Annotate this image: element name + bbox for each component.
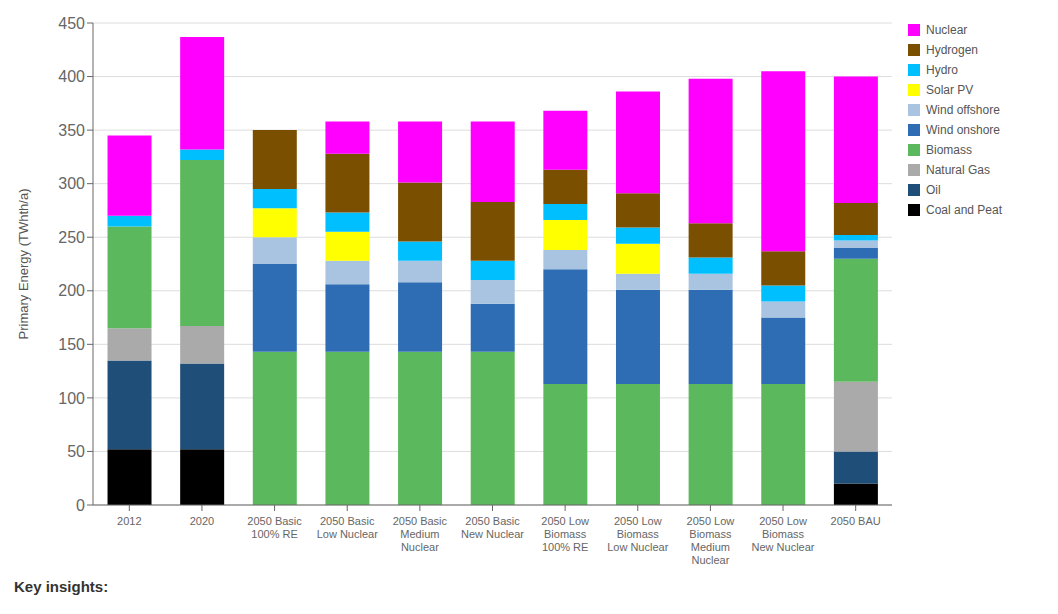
html-text:Biomass: Biomass xyxy=(926,143,972,157)
html-text:Natural Gas: Natural Gas xyxy=(926,163,990,177)
svg-text:2012: 2012 xyxy=(117,515,141,527)
svg-text:2050 BasicNew Nuclear: 2050 BasicNew Nuclear xyxy=(461,515,524,540)
html-text:Solar PV: Solar PV xyxy=(926,83,974,97)
svg-text:200: 200 xyxy=(58,282,85,299)
svg-text:0: 0 xyxy=(76,497,85,514)
svg-text:450: 450 xyxy=(58,15,85,32)
svg-text:2020: 2020 xyxy=(190,515,214,527)
html-text:Nuclear: Nuclear xyxy=(926,23,968,37)
svg-text:150: 150 xyxy=(58,336,85,353)
svg-text:2050 LowBiomassMediumNuclear: 2050 LowBiomassMediumNuclear xyxy=(687,515,735,567)
html-text:Hydro: Hydro xyxy=(926,63,958,77)
svg-text:400: 400 xyxy=(58,68,85,85)
svg-text:100: 100 xyxy=(58,390,85,407)
html-text:Oil: Oil xyxy=(926,183,941,197)
svg-text:2050 LowBiomassNew Nuclear: 2050 LowBiomassNew Nuclear xyxy=(752,515,815,553)
svg-text:50: 50 xyxy=(67,443,85,460)
html-text:Key insights:: Key insights: xyxy=(14,578,109,595)
svg-text:350: 350 xyxy=(58,122,85,139)
svg-text:Primary Energy (TWhth/a): Primary Energy (TWhth/a) xyxy=(16,189,31,340)
svg-text:2050 LowBiomassLow Nuclear: 2050 LowBiomassLow Nuclear xyxy=(607,515,668,553)
svg-text:2050 BasicLow Nuclear: 2050 BasicLow Nuclear xyxy=(317,515,378,540)
html-text:Wind onshore: Wind onshore xyxy=(926,123,1000,137)
svg-text:2050 LowBiomass100% RE: 2050 LowBiomass100% RE xyxy=(541,515,589,553)
svg-text:2050 BAU: 2050 BAU xyxy=(831,515,881,527)
svg-text:2050 BasicMediumNuclear: 2050 BasicMediumNuclear xyxy=(393,515,448,553)
html-text:Wind offshore: Wind offshore xyxy=(926,103,1000,117)
svg-text:2050 Basic100% RE: 2050 Basic100% RE xyxy=(247,515,302,540)
svg-text:250: 250 xyxy=(58,229,85,246)
svg-text:300: 300 xyxy=(58,175,85,192)
html-text:Hydrogen: Hydrogen xyxy=(926,43,978,57)
html-text:Coal and Peat: Coal and Peat xyxy=(926,203,1003,217)
